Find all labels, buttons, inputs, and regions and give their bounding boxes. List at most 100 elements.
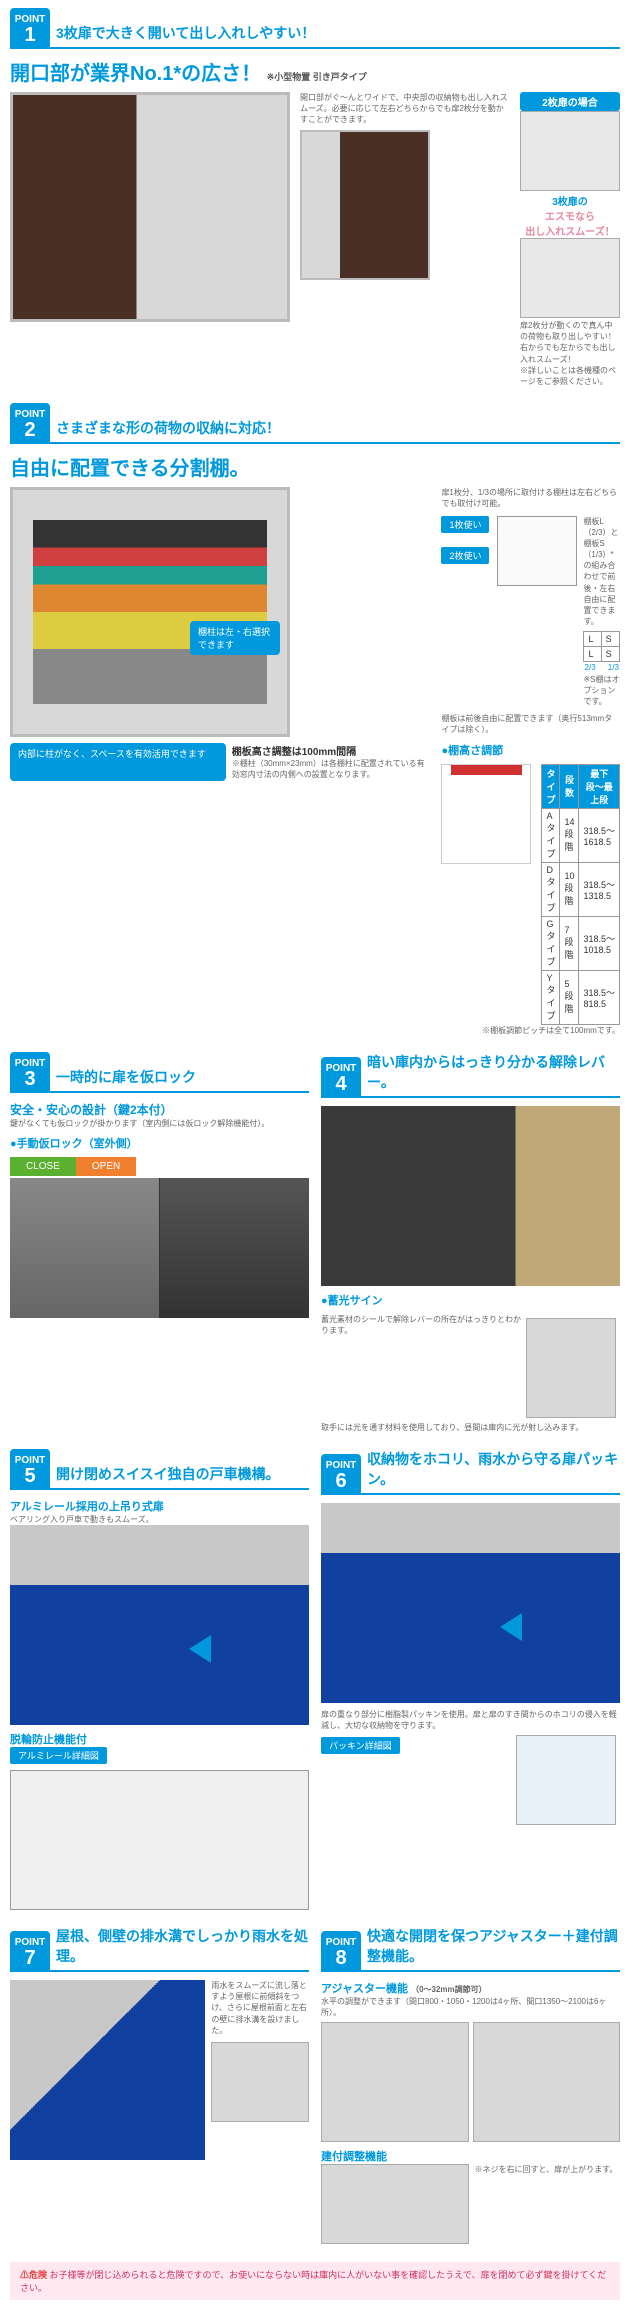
r02: 318.5〜1618.5: [579, 808, 620, 862]
compare-slot-2: [520, 238, 620, 318]
point-header: POINT 2 さまざまな形の荷物の収納に対応！: [10, 403, 620, 444]
p7-row: 雨水をスムーズに流し落とすよう屋根に前傾斜をつけ、さらに屋根前面と左右の壁に排水…: [10, 1980, 309, 2160]
point-badge-4: POINT 4: [321, 1057, 361, 1096]
badge-num: 1: [14, 25, 46, 45]
point-2-section: POINT 2 さまざまな形の荷物の収納に対応！ 自由に配置できる分割棚。 内部…: [0, 395, 630, 1044]
r12: 318.5〜1318.5: [579, 862, 620, 916]
p8-sub2: 建付調整機能: [321, 2148, 620, 2164]
row-5-6: POINT 5 開け閉めスイスイ独自の戸車機構。 アルミレール採用の上吊り式扉 …: [0, 1441, 630, 1918]
point-header: POINT 1 3枚扉で大きく開いて出し入れしやすい！: [10, 8, 620, 49]
point-title: さまざまな形の荷物の収納に対応！: [56, 418, 620, 442]
point-header: POINT 6 収納物をホコリ、雨水から守る扉パッキン。: [321, 1449, 620, 1495]
ht-head: タイプ 段数 最下段〜最上段: [542, 764, 620, 808]
bt: POINT: [15, 1937, 46, 1948]
point-7-section: POINT 7 屋根、側壁の排水溝でしっかり雨水を処理。 雨水をスムーズに流し落…: [10, 1926, 309, 2244]
lever-diagram: [526, 1318, 616, 1418]
drain-detail: [211, 2042, 309, 2122]
p1-mid: 開口部がぐ〜んとワイドで、中央部の収納物も出し入れスムーズ。必要に応じて左右どち…: [300, 92, 510, 387]
r30: Yタイプ: [542, 970, 560, 1024]
lock-left: [10, 1178, 160, 1318]
p3-sub: 安全・安心の設計（鍵2本付）: [10, 1101, 309, 1118]
point-8-section: POINT 8 快適な開閉を保つアジャスター＋建付調整機能。 アジャスター機能 …: [321, 1926, 620, 2244]
p8-sub1: アジャスター機能: [321, 1983, 408, 1995]
tags-col: 1枚使い 2枚使い: [441, 516, 491, 564]
p3-title: 一時的に扉を仮ロック: [56, 1067, 309, 1091]
packing-diagram: [516, 1735, 616, 1825]
lock-image: [10, 1178, 309, 1318]
warn-label: ⚠危険: [20, 2270, 47, 2280]
c1-text: 棚柱は左・右選択できます: [198, 627, 270, 650]
cabinet-main-image: [10, 92, 290, 322]
callout-3: 棚板高さ調整は100mm間隔 ※棚柱（30mm×23mm）は各棚柱に配置されてい…: [232, 743, 432, 780]
p1-row: 開口部がぐ〜んとワイドで、中央部の収納物も出し入れスムーズ。必要に応じて左右どち…: [10, 92, 620, 387]
badge-num: 2: [14, 420, 46, 440]
headline: 開口部が業界No.1*の広さ！ ※小型物置 引き戸タイプ: [10, 57, 620, 86]
shelf-top: [451, 765, 521, 775]
p2-left: 内部に柱がなく、スペースを有効活用できます 棚板高さ調整は100mm間隔 ※棚柱…: [10, 487, 431, 1036]
open-label: OPEN: [76, 1157, 136, 1176]
p2-right: 扉1枚分、1/3の場所に取付ける棚柱は左右どちらでも取付け可能。 1枚使い 2枚…: [441, 487, 620, 1036]
ls-r0: L: [584, 647, 601, 662]
ls-h0: L: [584, 632, 601, 647]
p6-title: 収納物をホコリ、雨水から守る扉パッキン。: [367, 1449, 620, 1493]
t2: エスモなら: [545, 212, 595, 223]
c3-note: ※棚柱（30mm×23mm）は各棚柱に配置されている有効窓内寸法の内側への設置と…: [232, 758, 432, 780]
point-header: POINT 3 一時的に扉を仮ロック: [10, 1052, 309, 1093]
point-title: 3枚扉で大きく開いて出し入れしやすい！: [56, 23, 620, 47]
point-header: POINT 4 暗い庫内からはっきり分かる解除レバー。: [321, 1052, 620, 1098]
p8-desc1: 水平の調整ができます（間口800・1050・1200は4ヶ所、間口1350〜21…: [321, 1996, 620, 2018]
rail-image: [10, 1525, 309, 1725]
p4-sub: 蓄光サイン: [321, 1292, 620, 1308]
bn: 6: [325, 1471, 357, 1491]
p3-desc: 鍵がなくても仮ロックが掛かります（室内側には仮ロック解除機能付）。: [10, 1118, 309, 1129]
p2-row: 内部に柱がなく、スペースを有効活用できます 棚板高さ調整は100mm間隔 ※棚柱…: [10, 487, 620, 1036]
r21: 7段階: [560, 916, 579, 970]
lsf1: 1/3: [607, 662, 620, 673]
point-4-section: POINT 4 暗い庫内からはっきり分かる解除レバー。 蓄光サイン 蓄光素材のシ…: [321, 1052, 620, 1433]
cabinet-small-image: [300, 130, 430, 280]
ls-note: ※S棚はオプションです。: [583, 674, 620, 708]
p7-right: 雨水をスムーズに流し落とすよう屋根に前傾斜をつけ、さらに屋根前面と左右の壁に排水…: [211, 1980, 309, 2160]
bn: 4: [325, 1074, 357, 1094]
three-door-text: 3枚扉の エスモなら 出し入れスムーズ！: [520, 193, 620, 238]
adjust-img-3: [321, 2164, 469, 2244]
point-1-section: POINT 1 3枚扉で大きく開いて出し入れしやすい！ 開口部が業界No.1*の…: [0, 0, 630, 395]
lock-panel: CLOSE OPEN: [10, 1157, 309, 1176]
point-header: POINT 8 快適な開閉を保つアジャスター＋建付調整機能。: [321, 1926, 620, 1972]
shelf-diag-small: [497, 516, 577, 586]
lever-image: [321, 1106, 620, 1286]
close-label: CLOSE: [10, 1157, 76, 1176]
p1-left: [10, 92, 290, 387]
p5-desc: ベアリング入り戸車で動きもスムーズ。: [10, 1514, 309, 1525]
p6-desc: 扉の重なり部分に樹脂製パッキンを使用。扉と扉のすき間からのホコリの侵入を軽減し、…: [321, 1709, 620, 1731]
shelf-image: [10, 487, 290, 737]
adjust-img-2: [473, 2022, 621, 2142]
p6-schema-label: パッキン詳細図: [321, 1737, 400, 1754]
schema-label: アルミレール詳細図: [10, 1747, 107, 1764]
point-6-section: POINT 6 収納物をホコリ、雨水から守る扉パッキン。 扉の重なり部分に樹脂製…: [321, 1449, 620, 1910]
callout2-text: 内部に柱がなく、スペースを有効活用できます: [18, 749, 206, 759]
callout-1: 棚柱は左・右選択できます: [190, 621, 280, 655]
p5-sub: アルミレール採用の上吊り式扉: [10, 1498, 309, 1514]
p5-sub2: 脱輪防止機能付: [10, 1731, 309, 1747]
r10: Dタイプ: [542, 862, 560, 916]
p1-desc: 開口部がぐ〜んとワイドで、中央部の収納物も出し入れスムーズ。必要に応じて左右どち…: [300, 92, 510, 126]
p8-sub1-note: （0〜32mm調節可）: [411, 1985, 487, 1994]
compare-label: 2枚扉の場合: [520, 92, 620, 111]
p4-title: 暗い庫内からはっきり分かる解除レバー。: [367, 1052, 620, 1096]
callout-row: 内部に柱がなく、スペースを有効活用できます 棚板高さ調整は100mm間隔 ※棚柱…: [10, 743, 431, 780]
t3: 出し入れスムーズ！: [525, 227, 615, 238]
p8-title: 快適な開閉を保つアジャスター＋建付調整機能。: [367, 1926, 620, 1970]
ht-note: ※棚板調節ピッチは全て100mmです。: [441, 1025, 620, 1036]
p1-note: 扉2枚分が動くので真ん中の荷物も取り出しやすい！右からでも左からでも出し入れスム…: [520, 320, 620, 365]
hth0: タイプ: [542, 764, 560, 808]
bn: 8: [325, 1948, 357, 1968]
t1: 3枚扉の: [552, 197, 588, 208]
r00: Aタイプ: [542, 808, 560, 862]
point-badge-5: POINT 5: [10, 1449, 50, 1488]
p8-note: ※ネジを右に回すと、扉が上がります。: [475, 2164, 621, 2244]
point-badge-7: POINT 7: [10, 1931, 50, 1970]
p5-title: 開け閉めスイスイ独自の戸車機構。: [56, 1464, 309, 1488]
p8-sub1-row: アジャスター機能 （0〜32mm調節可）: [321, 1980, 620, 1996]
hth1: 段数: [560, 764, 579, 808]
